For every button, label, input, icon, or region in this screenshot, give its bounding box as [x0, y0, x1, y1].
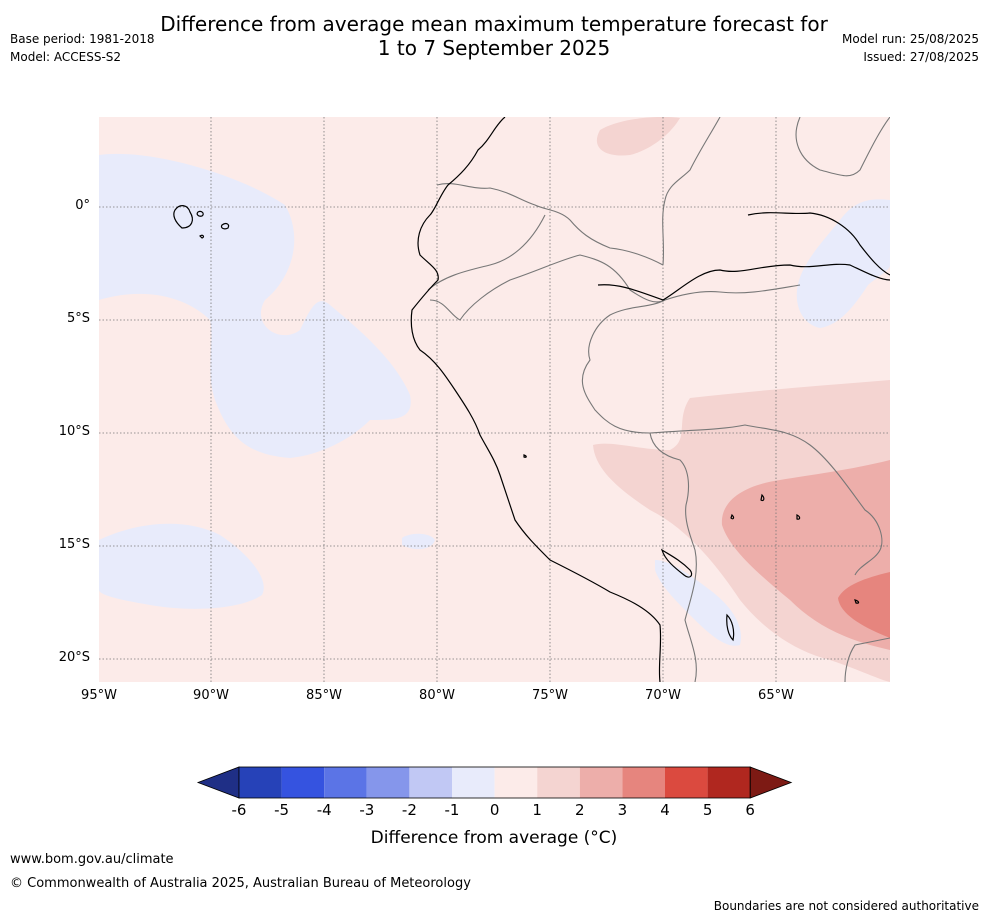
colorbar-swatch: [324, 767, 367, 798]
colorbar: [196, 766, 793, 799]
colorbar-swatch: [366, 767, 410, 798]
region-1-to-2-north: [596, 117, 680, 156]
lat-label-15s: 15°S: [58, 537, 90, 552]
lon-label-70w: 70°W: [645, 688, 681, 703]
base-period: Base period: 1981-2018: [10, 32, 155, 46]
colorbar-tick-label: 4: [660, 801, 670, 819]
lat-label-0: 0°: [75, 198, 90, 213]
lon-label-90w: 90°W: [193, 688, 229, 703]
lat-label-20s: 20°S: [58, 650, 90, 665]
colorbar-swatch: [452, 767, 495, 798]
colorbar-tick-label: 2: [575, 801, 585, 819]
colorbar-swatch: [579, 767, 623, 798]
colorbar-tick-label: -6: [231, 801, 247, 819]
colorbar-swatch: [622, 767, 665, 798]
copyright: © Commonwealth of Australia 2025, Austra…: [10, 876, 471, 891]
forecast-info-right: Model run: 25/08/2025 Issued: 27/08/2025: [842, 30, 979, 66]
lat-label-10s: 10°S: [58, 424, 90, 439]
colorbar-tick-label: -4: [316, 801, 332, 819]
colorbar-tick-label: -1: [444, 801, 460, 819]
colorbar-swatch: [281, 767, 325, 798]
region-minus1-to-0-titicaca: [655, 560, 741, 646]
region-minus1-to-0-small: [402, 533, 435, 550]
region-minus1-to-0-amazon: [796, 199, 890, 328]
lon-label-80w: 80°W: [419, 688, 455, 703]
colorbar-swatch: [665, 767, 708, 798]
colorbar-swatch: [707, 767, 751, 798]
country-borders: [427, 117, 890, 682]
lat-label-5s: 5°S: [66, 311, 90, 326]
colorbar-swatch: [239, 767, 282, 798]
model-name: Model: ACCESS-S2: [10, 50, 122, 64]
colorbar-tick-label: 3: [617, 801, 628, 819]
colorbar-tick-label: -3: [359, 801, 375, 819]
colorbar-tick-label: -5: [274, 801, 290, 819]
colorbar-extend-high: [749, 766, 793, 799]
lon-label-95w: 95°W: [81, 688, 117, 703]
title-line-2: 1 to 7 September 2025: [377, 36, 611, 60]
colorbar-label: Difference from average (°C): [370, 828, 618, 848]
region-minus1-to-0-pacific: [99, 153, 411, 458]
forecast-info-left: Base period: 1981-2018 Model: ACCESS-S2: [10, 30, 155, 66]
issued-date: Issued: 27/08/2025: [863, 50, 979, 64]
model-run-date: Model run: 25/08/2025: [841, 32, 979, 46]
website-link[interactable]: www.bom.gov.au/climate: [10, 852, 174, 867]
colorbar-tick-label: 0: [489, 801, 500, 819]
region-3-to-4: [838, 572, 890, 638]
colorbar-swatch: [537, 767, 580, 798]
colorbar-swatch: [409, 767, 452, 798]
colorbar-swatches: [196, 766, 793, 799]
lon-label-85w: 85°W: [306, 688, 342, 703]
colorbar-tick-label: 5: [702, 801, 713, 819]
disclaimer: Boundaries are not considered authoritat…: [713, 899, 979, 913]
colorbar-tick-label: 6: [745, 801, 755, 819]
colorbar-swatch: [494, 767, 538, 798]
colorbar-frame: [238, 766, 751, 799]
graticule: [99, 117, 890, 682]
lon-label-75w: 75°W: [532, 688, 568, 703]
title-line-1: Difference from average mean maximum tem…: [160, 12, 828, 36]
colorbar-tick-label: -2: [401, 801, 417, 819]
colorbar-extend-low: [196, 766, 240, 799]
lon-label-65w: 65°W: [758, 688, 794, 703]
anomaly-shading: [99, 117, 890, 682]
colorbar-tick-label: 1: [532, 801, 542, 819]
map-title: Difference from average mean maximum tem…: [0, 12, 988, 60]
region-minus1-to-0-southwest: [99, 523, 264, 609]
coastline: [173, 117, 890, 682]
